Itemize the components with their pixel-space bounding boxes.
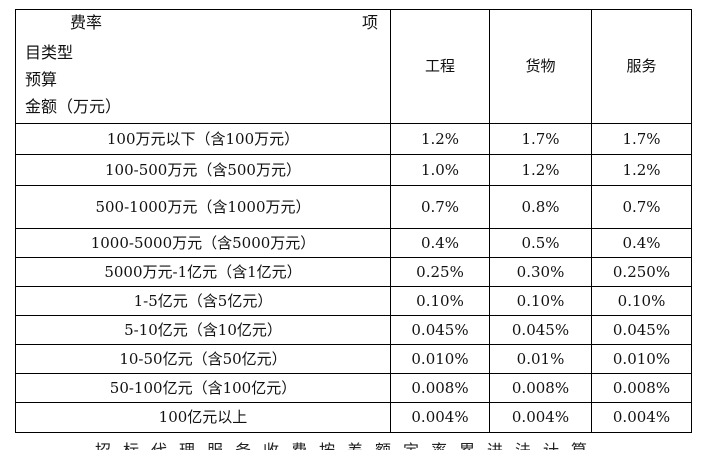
engineering-rate-cell: 0.045% (390, 315, 490, 345)
range-cell: 5000万元-1亿元（含1亿元） (15, 257, 391, 287)
goods-rate-cell: 0.008% (489, 373, 592, 403)
services-rate-cell: 0.4% (591, 228, 692, 258)
range-cell: 100亿元以上 (15, 402, 391, 433)
header-services: 服务 (591, 9, 692, 124)
range-cell: 5-10亿元（含10亿元） (15, 315, 391, 345)
engineering-rate-cell: 0.25% (390, 257, 490, 287)
table-row: 100亿元以上 0.004% 0.004% 0.004% (15, 402, 692, 433)
goods-rate-cell: 0.01% (489, 344, 592, 374)
cut-off-text-line: 招标代理服务收费按差额定率累进法计算 (95, 441, 599, 450)
range-cell: 500-1000万元（含1000万元） (15, 185, 391, 229)
header-engineering: 工程 (390, 9, 490, 124)
header-corner-cell: 费率 项 目类型 预算 金额（万元） (15, 9, 391, 124)
engineering-rate-cell: 0.010% (390, 344, 490, 374)
services-rate-cell: 0.7% (591, 185, 692, 229)
services-rate-cell: 1.7% (591, 123, 692, 155)
goods-rate-cell: 0.5% (489, 228, 592, 258)
range-cell: 1000-5000万元（含5000万元） (15, 228, 391, 258)
services-rate-cell: 0.045% (591, 315, 692, 345)
table-row: 5-10亿元（含10亿元） 0.045% 0.045% 0.045% (15, 315, 692, 345)
table-row: 1000-5000万元（含5000万元） 0.4% 0.5% 0.4% (15, 228, 692, 258)
header-budget-part2: 金额（万元） (25, 97, 122, 116)
goods-rate-cell: 0.8% (489, 185, 592, 229)
goods-rate-cell: 0.10% (489, 286, 592, 316)
range-cell: 1-5亿元（含5亿元） (15, 286, 391, 316)
engineering-rate-cell: 0.008% (390, 373, 490, 403)
table-row: 1-5亿元（含5亿元） 0.10% 0.10% 0.10% (15, 286, 692, 316)
engineering-rate-cell: 0.10% (390, 286, 490, 316)
fee-rate-table: 费率 项 目类型 预算 金额（万元） 工程 货物 服务 100万元以下（含100… (15, 9, 692, 433)
header-fee-rate: 费率 (70, 13, 103, 32)
table-row: 100万元以下（含100万元） 1.2% 1.7% 1.7% (15, 123, 692, 155)
range-cell: 100-500万元（含500万元） (15, 154, 391, 186)
engineering-rate-cell: 0.4% (390, 228, 490, 258)
cut-off-body-text: 招标代理服务收费按差额定率累进法计算 (0, 441, 708, 450)
table-row: 10-50亿元（含50亿元） 0.010% 0.01% 0.010% (15, 344, 692, 374)
services-rate-cell: 0.010% (591, 344, 692, 374)
range-cell: 10-50亿元（含50亿元） (15, 344, 391, 374)
services-rate-cell: 0.250% (591, 257, 692, 287)
header-budget-part1: 预算 (25, 70, 58, 89)
goods-rate-cell: 1.2% (489, 154, 592, 186)
table-row: 50-100亿元（含100亿元） 0.008% 0.008% 0.008% (15, 373, 692, 403)
table-row: 100-500万元（含500万元） 1.0% 1.2% 1.2% (15, 154, 692, 186)
goods-rate-cell: 0.004% (489, 402, 592, 433)
engineering-rate-cell: 0.004% (390, 402, 490, 433)
header-item-part2: 目类型 (25, 43, 74, 62)
services-rate-cell: 0.10% (591, 286, 692, 316)
engineering-rate-cell: 1.0% (390, 154, 490, 186)
engineering-rate-cell: 0.7% (390, 185, 490, 229)
services-rate-cell: 0.008% (591, 373, 692, 403)
services-rate-cell: 1.2% (591, 154, 692, 186)
services-rate-cell: 0.004% (591, 402, 692, 433)
goods-rate-cell: 0.045% (489, 315, 592, 345)
goods-rate-cell: 0.30% (489, 257, 592, 287)
header-goods: 货物 (489, 9, 592, 124)
table-header-row: 费率 项 目类型 预算 金额（万元） 工程 货物 服务 (15, 9, 692, 124)
range-cell: 100万元以下（含100万元） (15, 123, 391, 155)
range-cell: 50-100亿元（含100亿元） (15, 373, 391, 403)
engineering-rate-cell: 1.2% (390, 123, 490, 155)
table-row: 5000万元-1亿元（含1亿元） 0.25% 0.30% 0.250% (15, 257, 692, 287)
header-item-part1: 项 (361, 13, 378, 32)
goods-rate-cell: 1.7% (489, 123, 592, 155)
table-row: 500-1000万元（含1000万元） 0.7% 0.8% 0.7% (15, 185, 692, 229)
